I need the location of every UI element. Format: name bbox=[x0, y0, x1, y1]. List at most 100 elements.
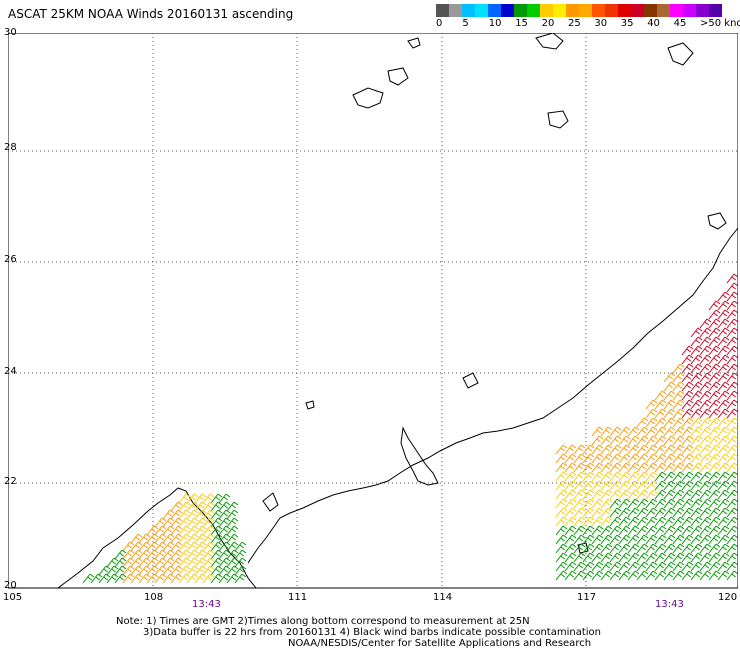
wind-barb bbox=[699, 507, 712, 518]
wind-barb bbox=[234, 565, 247, 576]
wind-barb bbox=[202, 525, 215, 536]
wind-barb bbox=[582, 525, 595, 536]
wind-barb bbox=[591, 525, 604, 536]
wind-barb bbox=[194, 533, 207, 544]
wind-barb bbox=[627, 471, 640, 482]
wind-barb bbox=[591, 480, 604, 491]
wind-barb bbox=[210, 573, 223, 584]
wind-barb bbox=[170, 501, 183, 512]
wind-barb bbox=[194, 565, 207, 576]
wind-barb bbox=[672, 534, 685, 545]
wind-barb bbox=[708, 453, 721, 464]
wind-barb bbox=[130, 573, 143, 584]
wind-barb bbox=[186, 525, 199, 536]
wind-barb bbox=[573, 525, 586, 536]
wind-barb bbox=[218, 573, 231, 584]
wind-barb bbox=[726, 309, 738, 320]
wind-barb bbox=[218, 565, 231, 576]
wind-barb bbox=[672, 453, 685, 464]
wind-barb bbox=[708, 552, 721, 563]
wind-barb bbox=[717, 372, 730, 383]
wind-barb bbox=[699, 525, 712, 536]
wind-barb bbox=[717, 354, 730, 365]
coastline-segment bbox=[407, 37, 421, 49]
lon-tick-105: 105 bbox=[3, 592, 23, 603]
wind-barb bbox=[226, 549, 239, 560]
wind-barb bbox=[717, 444, 730, 455]
wind-barb bbox=[681, 498, 694, 509]
wind-barb bbox=[726, 381, 738, 392]
wind-barb bbox=[699, 561, 712, 572]
wind-barb bbox=[708, 489, 721, 500]
legend-swatch bbox=[553, 4, 566, 17]
wind-barb bbox=[218, 533, 231, 544]
wind-barb bbox=[663, 372, 676, 383]
wind-barb bbox=[663, 489, 676, 500]
wind-barb bbox=[663, 453, 676, 464]
wind-barb bbox=[627, 480, 640, 491]
wind-barb bbox=[194, 557, 207, 568]
wind-barb bbox=[672, 381, 685, 392]
legend-swatch bbox=[501, 4, 514, 17]
wind-barb bbox=[636, 534, 649, 545]
wind-barb bbox=[708, 435, 721, 446]
wind-barb bbox=[591, 507, 604, 518]
wind-barb bbox=[573, 489, 586, 500]
wind-barb bbox=[170, 517, 183, 528]
wind-barb bbox=[690, 399, 703, 410]
wind-barb bbox=[555, 561, 568, 572]
wind-barb bbox=[717, 435, 730, 446]
wind-barb bbox=[690, 381, 703, 392]
wind-barb bbox=[717, 480, 730, 491]
wind-barb bbox=[708, 372, 721, 383]
coastline-segment bbox=[535, 33, 564, 50]
wind-barb bbox=[726, 444, 738, 455]
wind-barb bbox=[717, 552, 730, 563]
wind-barb bbox=[627, 507, 640, 518]
wind-barb bbox=[690, 372, 703, 383]
legend-swatch bbox=[683, 4, 696, 17]
legend-swatch bbox=[579, 4, 592, 17]
wind-barb bbox=[690, 507, 703, 518]
wind-barb bbox=[636, 561, 649, 572]
wind-barb bbox=[708, 417, 721, 428]
wind-barb bbox=[178, 557, 191, 568]
wind-barb bbox=[98, 573, 111, 584]
wind-barb bbox=[681, 552, 694, 563]
wind-barb bbox=[690, 345, 703, 356]
legend-swatch bbox=[540, 4, 553, 17]
wind-barb bbox=[717, 345, 730, 356]
wind-barb bbox=[170, 565, 183, 576]
wind-barb bbox=[202, 573, 215, 584]
wind-barb bbox=[726, 399, 738, 410]
wind-barb bbox=[654, 507, 667, 518]
wind-barb bbox=[645, 525, 658, 536]
wind-barb bbox=[146, 557, 159, 568]
wind-barb bbox=[636, 498, 649, 509]
wind-barb bbox=[672, 525, 685, 536]
wind-barb bbox=[600, 480, 613, 491]
wind-barb bbox=[627, 453, 640, 464]
wind-barb bbox=[654, 444, 667, 455]
wind-barb bbox=[186, 517, 199, 528]
wind-barb bbox=[138, 573, 151, 584]
wind-barb bbox=[226, 573, 239, 584]
wind-barb bbox=[618, 498, 631, 509]
wind-barb bbox=[717, 453, 730, 464]
wind-barb bbox=[609, 462, 622, 473]
coastline-segment bbox=[462, 372, 479, 389]
wind-barb bbox=[708, 570, 721, 581]
wind-barb bbox=[234, 573, 247, 584]
wind-barb bbox=[186, 533, 199, 544]
wind-barb bbox=[654, 552, 667, 563]
wind-barb bbox=[194, 493, 207, 504]
wind-barb bbox=[681, 426, 694, 437]
wind-barb bbox=[681, 462, 694, 473]
wind-barb bbox=[564, 525, 577, 536]
wind-barb bbox=[591, 489, 604, 500]
wind-barb bbox=[609, 570, 622, 581]
wind-barb bbox=[194, 573, 207, 584]
wind-barb bbox=[202, 493, 215, 504]
wind-barb bbox=[672, 552, 685, 563]
wind-barb bbox=[699, 444, 712, 455]
